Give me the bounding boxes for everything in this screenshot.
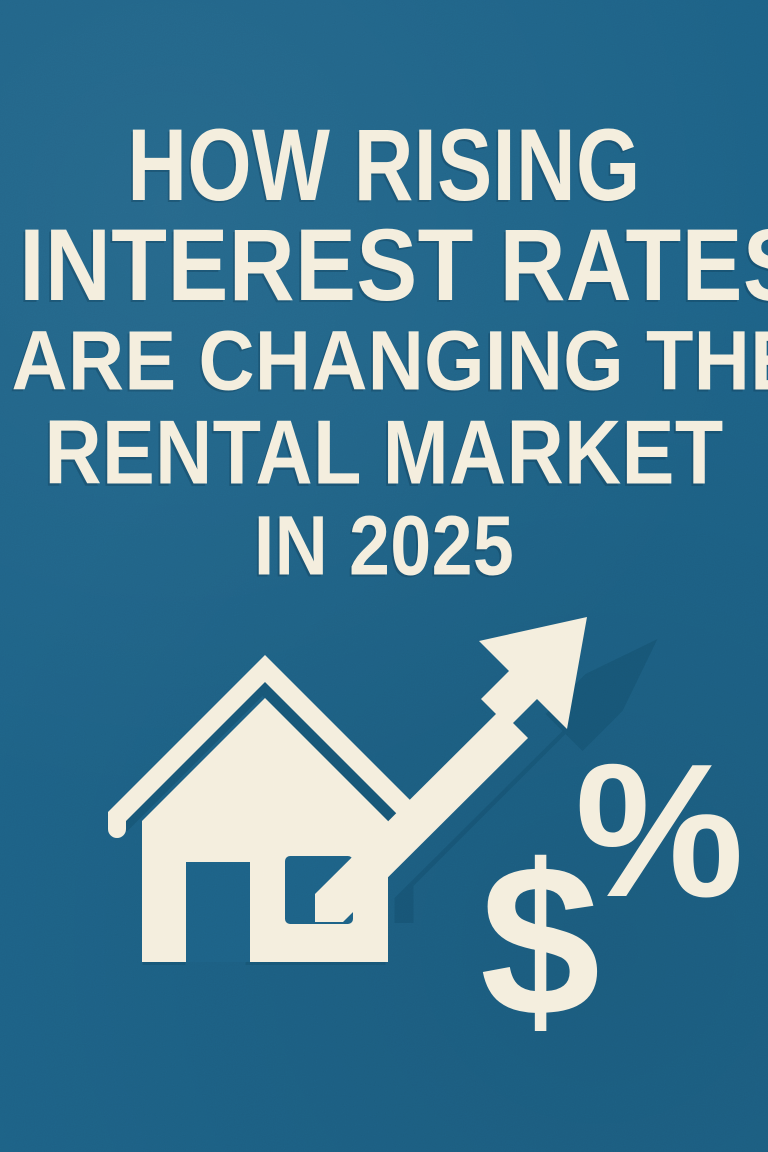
headline-line-2: INTEREST RATES	[19, 208, 768, 323]
percent-sign-icon: %	[575, 725, 744, 937]
house-rising-rates-illustration: $ %	[0, 600, 768, 1060]
headline-line-4: RENTAL MARKET	[44, 402, 724, 504]
headline-line-3: ARE CHANGING THE	[11, 313, 768, 408]
headline-line-1: HOW RISING	[127, 108, 641, 223]
headline-line-5: IN 2025	[253, 498, 515, 593]
page-title: HOW RISING INTEREST RATES ARE CHANGING T…	[0, 108, 768, 593]
house-door	[186, 862, 250, 962]
house-icon	[108, 655, 422, 962]
illustration-svg: $ %	[107, 617, 744, 1060]
